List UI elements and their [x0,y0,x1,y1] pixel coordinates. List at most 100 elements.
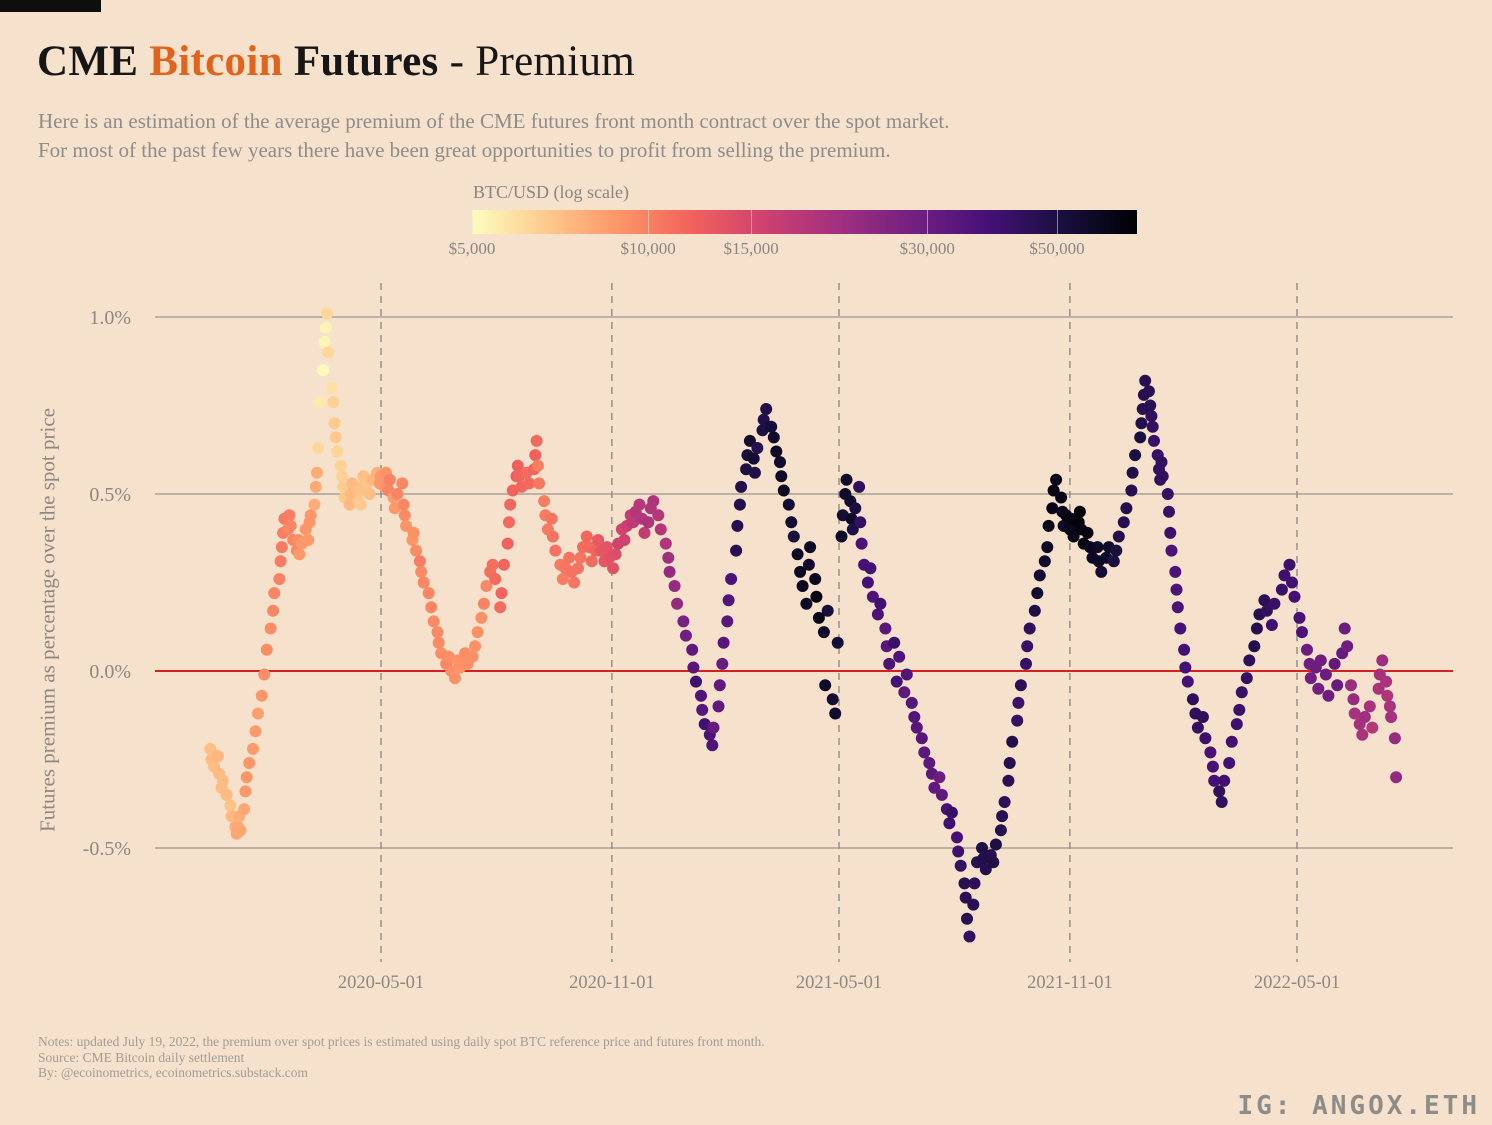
data-point [398,509,411,522]
data-point [829,707,842,720]
data-point [879,622,892,635]
data-point [687,661,700,674]
data-point [204,742,217,755]
data-point [1363,700,1376,713]
data-point [968,877,981,890]
data-point [1240,672,1253,685]
data-point [469,640,482,653]
data-point [546,530,559,543]
data-point [1286,576,1298,589]
data-point [284,519,297,532]
data-point [1179,661,1192,674]
note-line-1: Notes: updated July 19, 2022, the premiu… [38,1034,765,1049]
data-point [239,785,252,798]
data-point [989,838,1002,851]
data-point [748,466,761,479]
data-point [363,488,376,500]
data-point [283,509,296,522]
data-point [309,480,322,493]
data-point [864,562,877,575]
data-point [1146,420,1159,433]
data-point [1110,544,1123,557]
x-tick-label: 2020-11-01 [569,973,655,993]
data-point [954,859,967,872]
data-point [717,636,730,649]
data-point [893,650,906,663]
data-point [1047,484,1060,497]
data-point [1215,796,1228,808]
data-point [821,604,834,617]
data-point [952,845,965,858]
data-point [568,576,581,589]
data-point [334,459,347,472]
data-point [679,629,692,642]
data-point [1020,657,1032,670]
data-point [677,615,690,628]
data-point [1021,640,1034,653]
data-point [967,898,980,911]
data-point [633,498,646,511]
data-point [1376,654,1389,667]
data-point [1155,456,1168,469]
data-point [785,516,798,529]
data-point [1348,707,1361,720]
data-point [1358,711,1371,723]
colorbar-tick-label: $30,000 [899,239,955,258]
data-point [855,537,868,550]
data-point [888,636,901,649]
data-point [1174,622,1187,635]
data-point [721,615,734,628]
data-point [854,516,867,529]
data-point [725,573,738,585]
data-point [883,657,896,670]
data-point [1293,611,1306,624]
data-point [391,488,404,500]
data-point [1135,417,1148,430]
data-point [486,558,499,571]
data-point [1023,622,1036,635]
data-point [585,555,598,568]
data-point [1366,721,1379,734]
data-point [659,537,672,550]
data-point [432,636,445,649]
data-point [321,307,333,320]
data-point [396,477,409,490]
data-point [449,672,461,685]
colorbar-tick-label: $15,000 [723,239,779,258]
data-point [415,565,428,578]
data-point [802,558,815,571]
data-point [804,541,817,554]
data-point [652,509,665,522]
data-point [1163,505,1175,518]
y-tick-label: 1.0% [89,307,131,329]
colorbar-tick-label: $5,000 [448,239,496,258]
data-point [1383,700,1396,713]
data-point [935,788,948,801]
data-point [1345,679,1357,692]
data-point [1388,732,1401,745]
data-point [313,396,326,408]
data-point [563,551,576,564]
data-point [466,650,479,663]
data-point [945,806,958,819]
data-point [987,856,1000,869]
data-point [690,675,702,688]
data-point [770,445,783,458]
data-point [775,470,788,483]
data-point [413,555,426,568]
y-tick-label: -0.5% [83,838,131,860]
data-point [247,742,259,755]
data-point [1107,555,1120,568]
data-point [853,480,866,493]
data-point [1046,502,1059,515]
title-bitcoin: Bitcoin [149,37,283,85]
data-point [1117,516,1130,529]
data-point [810,590,823,603]
data-point [1225,735,1238,748]
data-point [326,381,339,394]
data-point [224,799,237,812]
data-point [1170,583,1183,596]
data-point [1314,654,1327,667]
data-point [304,509,317,522]
